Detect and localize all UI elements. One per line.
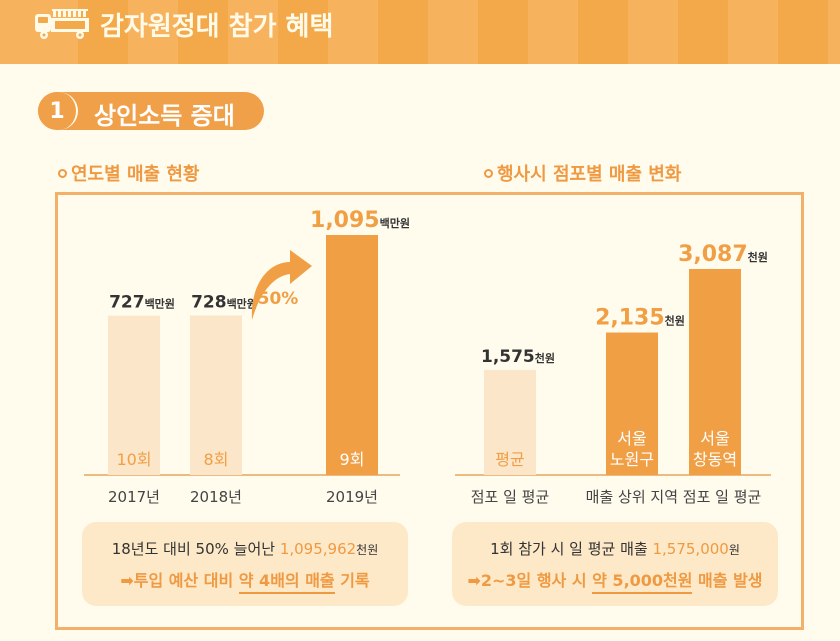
right-chart-subtitle-text: 행사시 점포별 매출 변화	[497, 164, 682, 185]
left-summary-unit: 천원	[356, 543, 379, 557]
data-label-unit: 천원	[535, 351, 555, 365]
data-label-value: 1,575	[481, 347, 535, 367]
data-label: 728백만원	[191, 292, 257, 312]
left-summary-line1: 18년도 대비 50% 늘어난 1,095,962천원	[82, 538, 408, 559]
bar-inner-label: 평균	[495, 450, 524, 469]
food-truck-icon	[35, 9, 89, 39]
left-summary-line2-suffix: 기록	[334, 571, 370, 590]
right-summary-line2: ➡2~3일 행사 시 약 5,000천원 매출 발생	[452, 567, 778, 594]
x-group-label: 점포 일 평균	[471, 488, 550, 506]
left-summary-prefix: 18년도 대비 50% 늘어난	[111, 540, 280, 558]
data-label-unit: 백만원	[145, 297, 175, 311]
right-chart-subtitle: 행사시 점포별 매출 변화	[484, 160, 681, 186]
x-tick-label: 2017년	[108, 488, 160, 506]
bar	[190, 315, 242, 475]
bar	[484, 369, 536, 475]
section-heading: 1 상인소득 증대	[38, 92, 264, 130]
data-label-value: 2,135	[595, 306, 665, 331]
bar-inner-label: 8회	[204, 450, 229, 469]
right-arrow-icon: ➡	[467, 571, 481, 590]
header-banner: 감자원정대 참가 혜택	[0, 0, 840, 64]
right-summary-box: 1회 참가 시 일 평균 매출 1,575,000원 ➡2~3일 행사 시 약 …	[452, 522, 778, 606]
data-label: 3,087천원	[678, 242, 768, 267]
bar-inner-label: 9회	[340, 450, 365, 469]
data-label-value: 727	[109, 293, 145, 313]
bar-inner-label: 창동역	[693, 450, 737, 469]
left-summary-box: 18년도 대비 50% 늘어난 1,095,962천원 ➡투입 예산 대비 약 …	[82, 522, 408, 606]
left-chart-subtitle: 연도별 매출 현황	[58, 160, 199, 186]
data-label-value: 3,087	[678, 242, 748, 267]
growth-arrow-icon	[251, 250, 312, 320]
left-chart-subtitle-text: 연도별 매출 현황	[71, 164, 200, 185]
bar	[606, 332, 658, 475]
left-summary-line2: ➡투입 예산 대비 약 4배의 매출 기록	[82, 567, 408, 594]
data-label-unit: 천원	[665, 314, 685, 328]
bar	[326, 235, 378, 475]
bullet-icon	[484, 169, 493, 178]
right-summary-line1: 1회 참가 시 일 평균 매출 1,575,000원	[452, 538, 778, 559]
bar-inner-label: 10회	[116, 450, 151, 469]
left-summary-value: 1,095,962	[279, 540, 357, 558]
x-tick-label: 2019년	[326, 488, 378, 506]
data-label: 1,095백만원	[310, 208, 410, 233]
left-summary-highlight: 약 4배의 매출	[238, 571, 335, 594]
data-label-unit: 천원	[748, 250, 768, 264]
bar	[108, 315, 160, 475]
right-arrow-icon: ➡	[120, 571, 134, 590]
right-summary-highlight: 약 5,000천원	[592, 571, 693, 594]
bar-inner-label: 노원구	[610, 450, 654, 469]
section-title: 상인소득 증대	[94, 102, 235, 130]
right-summary-line2-prefix: 2~3일 행사 시	[480, 571, 593, 590]
x-group-label: 매출 상위 지역 점포 일 평균	[586, 488, 762, 506]
right-summary-line2-suffix: 매출 발생	[692, 571, 763, 590]
bar-inner-label: 서울	[700, 429, 729, 448]
data-label-value: 1,095	[310, 208, 380, 233]
charts-frame	[55, 192, 804, 630]
left-summary-line2-prefix: 투입 예산 대비	[133, 571, 239, 590]
right-summary-value: 1,575,000	[652, 540, 729, 558]
right-summary-prefix: 1회 참가 시 일 평균 매출	[490, 540, 653, 558]
data-label: 727백만원	[109, 293, 175, 313]
page-title: 감자원정대 참가 혜택	[100, 12, 334, 42]
data-label-unit: 백만원	[380, 216, 410, 230]
bullet-icon	[58, 169, 67, 178]
x-tick-label: 2018년	[190, 488, 242, 506]
bar	[689, 269, 741, 475]
data-label-unit: 백만원	[227, 296, 257, 310]
data-label: 1,575천원	[481, 347, 555, 367]
bar-inner-label: 서울	[617, 429, 646, 448]
section-number: 1	[38, 92, 78, 130]
data-label-value: 728	[191, 292, 227, 312]
data-label: 2,135천원	[595, 306, 685, 331]
right-summary-unit: 원	[728, 543, 740, 557]
growth-label: 50%	[258, 289, 299, 309]
